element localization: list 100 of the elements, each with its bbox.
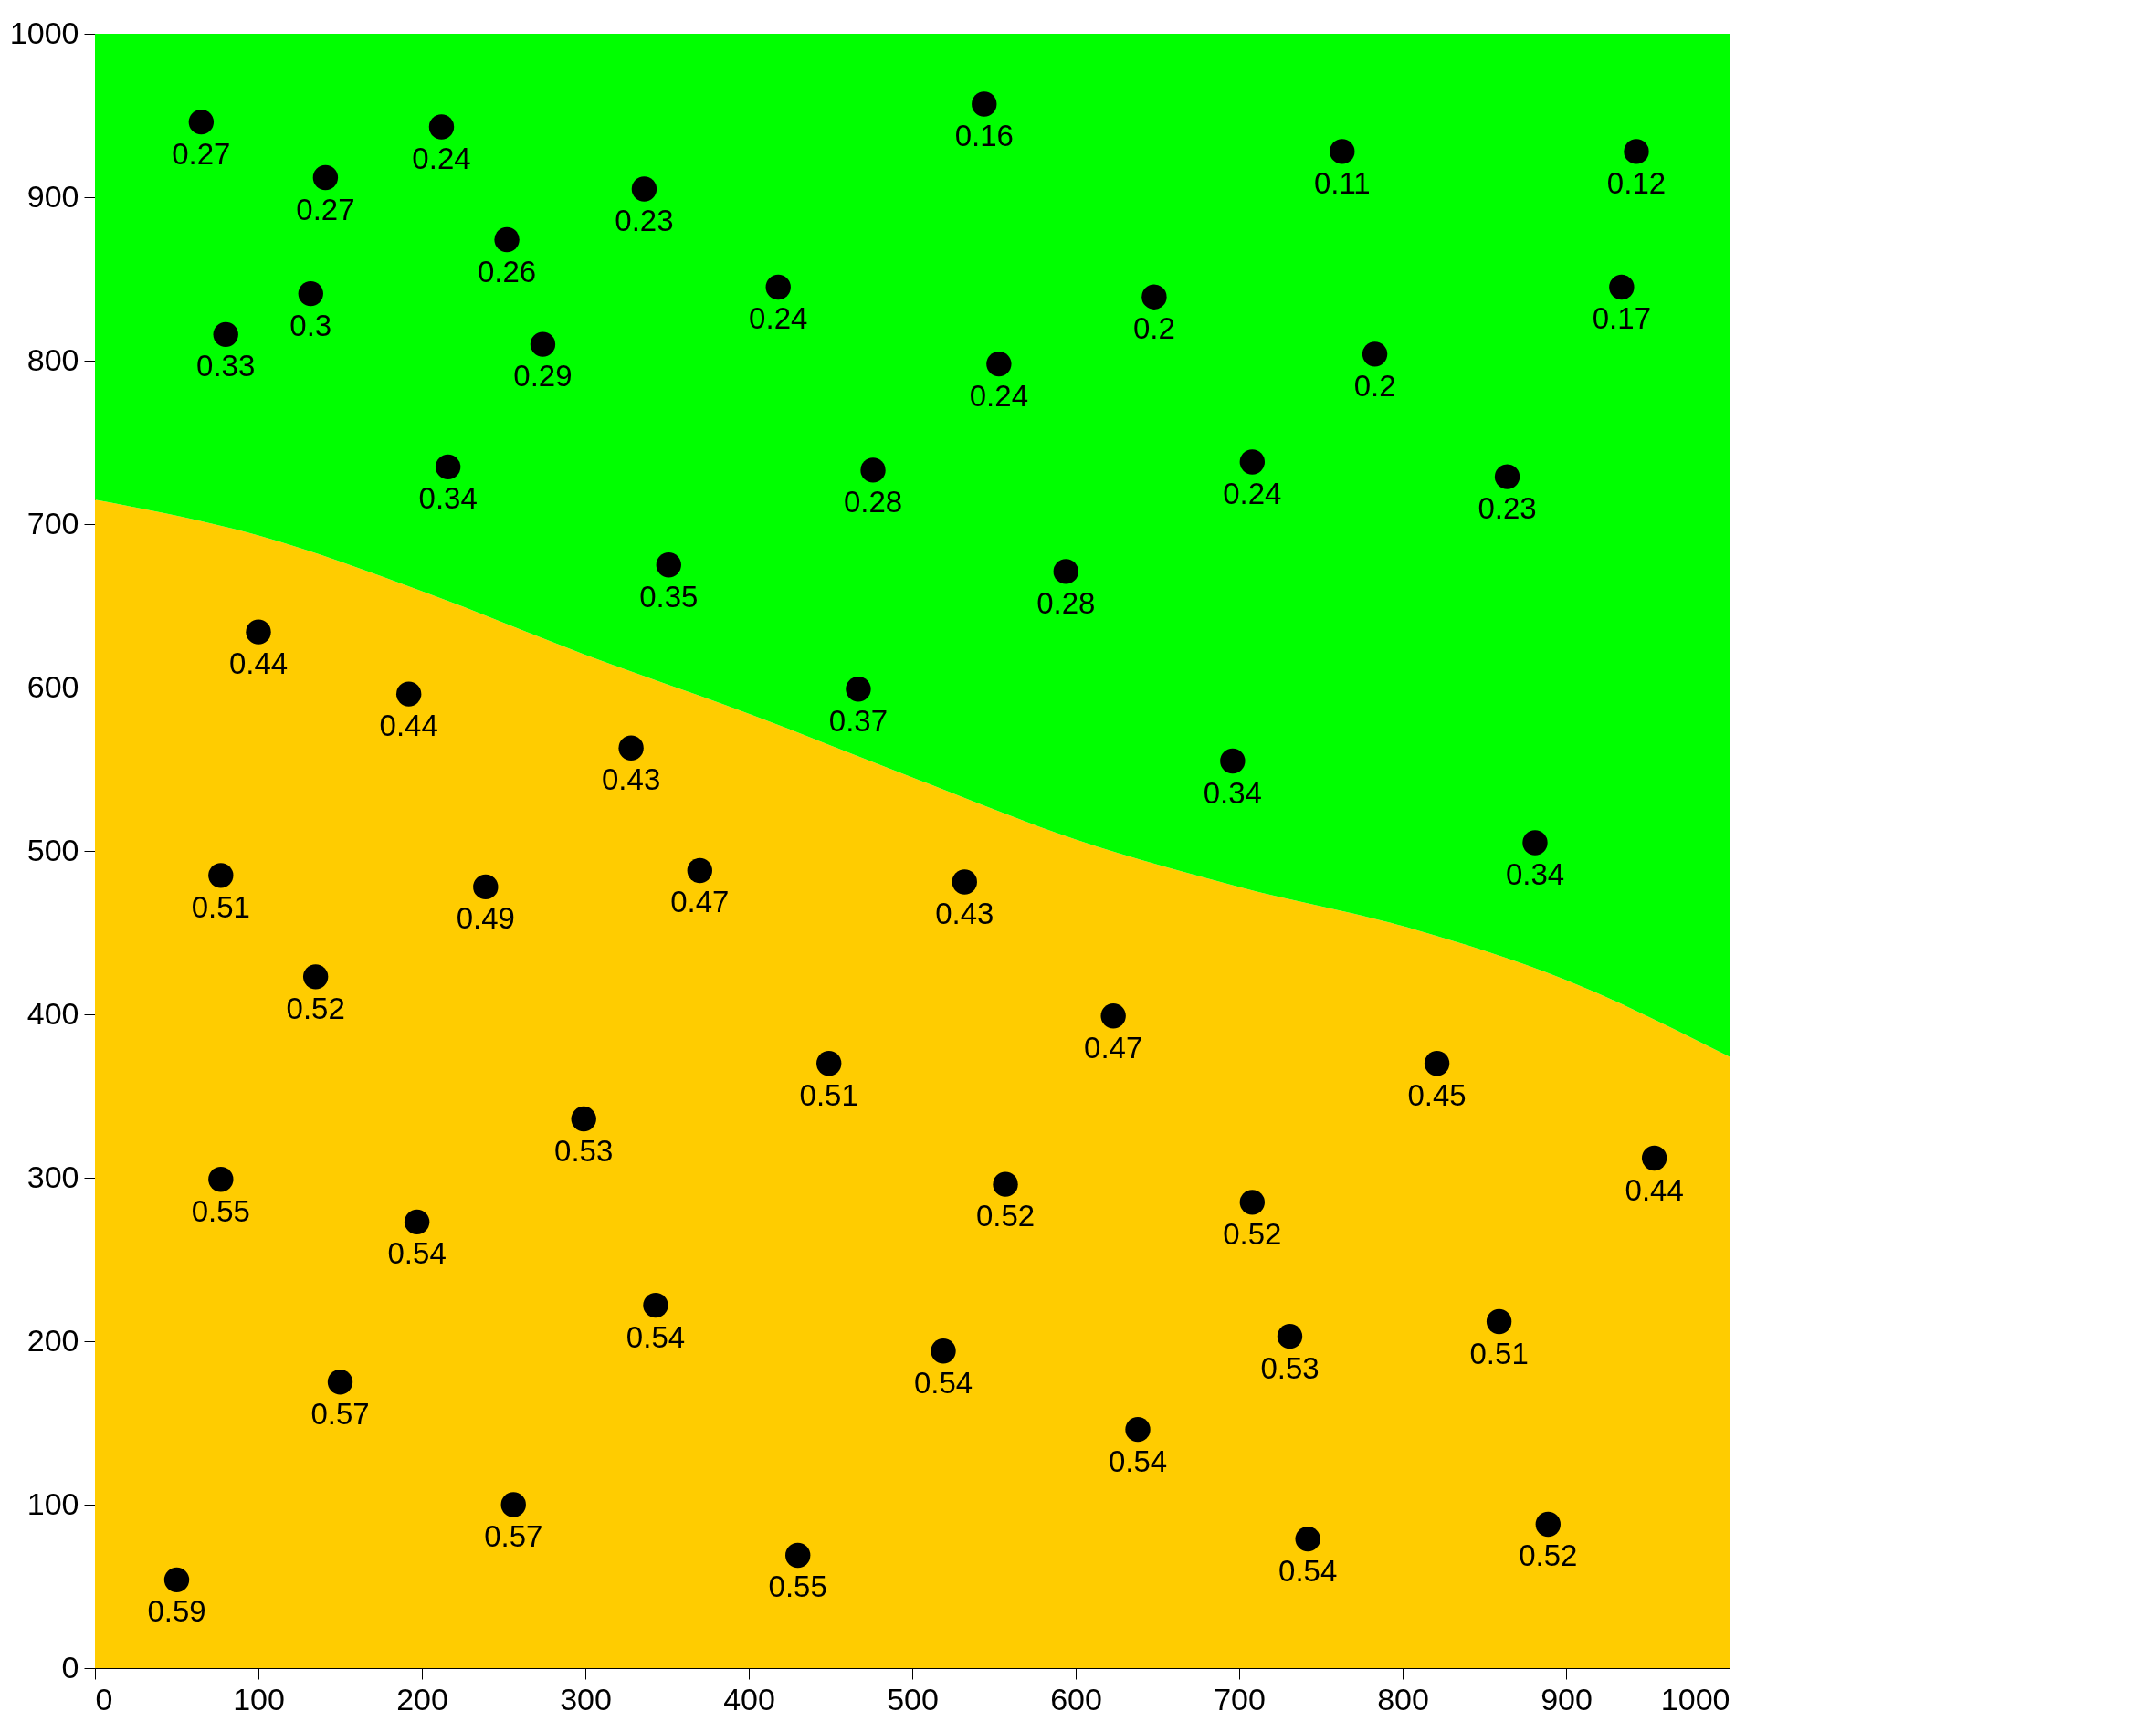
point xyxy=(1522,830,1548,856)
annotation: 0.51 xyxy=(191,889,250,924)
annotation: 0.24 xyxy=(1223,476,1282,510)
point xyxy=(1624,139,1649,164)
annotation: 0.35 xyxy=(639,579,699,614)
annotation: 0.52 xyxy=(1223,1216,1282,1251)
annotation: 0.44 xyxy=(379,709,438,743)
annotation: 0.33 xyxy=(196,349,256,383)
point xyxy=(435,454,461,480)
point xyxy=(428,114,455,140)
annotation: 0.54 xyxy=(1108,1443,1168,1478)
annotation: 0.55 xyxy=(191,1193,250,1228)
point xyxy=(163,1567,190,1593)
point xyxy=(1486,1308,1512,1335)
annotation: 0.57 xyxy=(310,1396,370,1431)
point xyxy=(972,91,997,117)
y-tick-label: 1000 xyxy=(9,15,79,50)
x-tick-label: 500 xyxy=(887,1681,939,1716)
y-tick-label: 600 xyxy=(26,668,79,704)
annotation: 0.3 xyxy=(289,308,332,342)
point xyxy=(656,552,681,578)
point xyxy=(643,1292,668,1318)
annotation: 0.54 xyxy=(913,1365,973,1400)
point xyxy=(530,331,556,357)
point xyxy=(1220,748,1246,774)
annotation: 0.44 xyxy=(1625,1172,1684,1207)
annotation: 0.51 xyxy=(799,1077,858,1112)
point xyxy=(500,1492,526,1517)
annotation: 0.52 xyxy=(286,991,345,1025)
x-tick-label: 300 xyxy=(560,1681,612,1716)
point xyxy=(473,874,499,900)
point xyxy=(1330,139,1355,164)
point xyxy=(816,1051,842,1076)
x-tick-label: 1000 xyxy=(1660,1681,1730,1716)
y-tick-label: 300 xyxy=(26,1159,79,1194)
y-tick-label: 900 xyxy=(26,178,79,214)
annotation: 0.47 xyxy=(670,885,730,919)
y-tick-label: 500 xyxy=(26,832,79,867)
annotation: 0.34 xyxy=(418,481,478,516)
annotation: 0.54 xyxy=(387,1236,447,1271)
x-tick-label: 700 xyxy=(1214,1681,1266,1716)
x-tick-label: 800 xyxy=(1377,1681,1429,1716)
annotation: 0.28 xyxy=(1036,585,1096,620)
x-tick-label: 400 xyxy=(723,1681,775,1716)
point xyxy=(302,964,329,990)
point xyxy=(312,164,339,191)
point xyxy=(631,176,657,202)
x-tick-label: 600 xyxy=(1050,1681,1102,1716)
point xyxy=(687,857,712,884)
point xyxy=(1239,449,1266,475)
point xyxy=(404,1209,430,1234)
annotation: 0.27 xyxy=(296,192,355,226)
point xyxy=(1141,284,1167,310)
point xyxy=(571,1106,596,1132)
point xyxy=(618,735,644,761)
annotation: 0.53 xyxy=(1260,1350,1320,1385)
annotation: 0.52 xyxy=(975,1199,1036,1233)
annotation: 0.24 xyxy=(749,301,808,336)
annotation: 0.34 xyxy=(1203,775,1262,810)
point xyxy=(931,1338,956,1364)
annotation: 0.16 xyxy=(954,118,1014,152)
annotation: 0.12 xyxy=(1606,165,1667,200)
point xyxy=(327,1370,353,1395)
annotation: 0.11 xyxy=(1313,165,1371,200)
point xyxy=(208,863,234,888)
point xyxy=(986,351,1012,377)
point xyxy=(1125,1416,1151,1443)
point xyxy=(1494,464,1520,489)
annotation: 0.26 xyxy=(477,254,537,289)
annotation: 0.49 xyxy=(456,901,515,936)
point xyxy=(1100,1003,1126,1029)
point xyxy=(1053,559,1078,584)
annotation: 0.24 xyxy=(969,378,1028,413)
annotation: 0.23 xyxy=(615,204,674,238)
point xyxy=(1424,1051,1450,1076)
point xyxy=(1609,274,1635,300)
x-tick-label: 100 xyxy=(233,1681,285,1716)
x-tick-label: 200 xyxy=(396,1681,448,1716)
annotation: 0.23 xyxy=(1478,491,1537,526)
annotation: 0.53 xyxy=(554,1133,614,1168)
annotation: 0.54 xyxy=(1278,1553,1338,1588)
annotation: 0.44 xyxy=(228,646,289,681)
annotation: 0.37 xyxy=(828,703,889,738)
x-tick-label: 0 xyxy=(95,1681,113,1716)
point xyxy=(860,457,886,483)
point xyxy=(993,1171,1018,1197)
point xyxy=(765,274,791,300)
y-tick-label: 400 xyxy=(26,995,79,1031)
point xyxy=(395,681,422,707)
point xyxy=(1239,1190,1266,1215)
annotation: 0.43 xyxy=(935,897,994,931)
annotation: 0.24 xyxy=(412,142,471,176)
annotation: 0.55 xyxy=(768,1569,827,1604)
annotation: 0.47 xyxy=(1084,1030,1143,1065)
point xyxy=(1295,1526,1320,1552)
annotation: 0.51 xyxy=(1469,1336,1529,1370)
annotation: 0.29 xyxy=(513,359,573,394)
point xyxy=(1277,1323,1303,1349)
y-tick-label: 200 xyxy=(26,1322,79,1358)
annotation: 0.27 xyxy=(172,136,231,171)
